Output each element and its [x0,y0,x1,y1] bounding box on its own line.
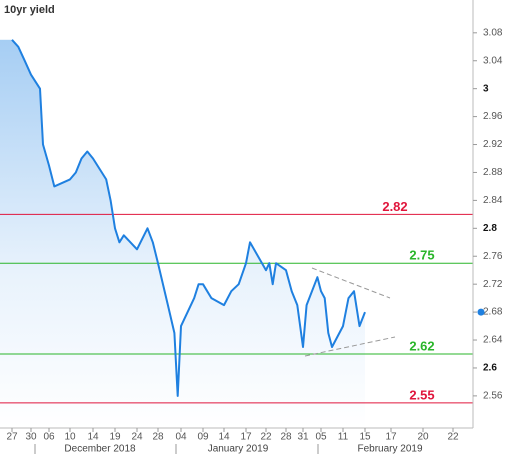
x-tick-label: 24 [131,432,143,443]
x-tick-label: 06 [43,432,55,443]
y-tick-label: 2.92 [483,139,503,150]
trend-line [304,336,396,357]
y-tick-label: 3.04 [483,55,503,66]
y-tick-label: 2.56 [483,391,503,402]
y-tick-label: 3.08 [483,27,503,38]
x-tick-label: 14 [218,432,230,443]
x-tick-label: 31 [297,432,309,443]
last-value-marker [477,308,485,316]
x-tick-label: 22 [447,432,459,443]
y-tick-label: 2.96 [483,111,503,122]
x-tick-label: 19 [109,432,121,443]
x-tick-label: 05 [315,432,327,443]
y-tick-label: 3 [483,83,489,94]
y-tick-label: 2.72 [483,279,503,290]
x-tick-label: 04 [175,432,187,443]
y-tick-label: 2.88 [483,167,503,178]
x-tick-label: 09 [197,432,209,443]
area-left [0,39,12,428]
chart-title: 10yr yield [4,4,55,16]
month-label: December 2018 [64,444,136,455]
levels-layer: 2.82 2.75 2.62 2.55 [0,199,473,404]
level-label: 2.62 [409,338,434,353]
x-tick-label: 10 [64,432,76,443]
x-tick-label: 28 [152,432,164,443]
level-label: 2.75 [409,248,434,263]
x-tick-label: 20 [417,432,429,443]
y-tick-label: 2.64 [483,335,503,346]
x-tick-label: 27 [6,432,18,443]
y-tick-label: 2.6 [483,363,497,374]
y-tick-label: 2.8 [483,223,497,234]
y-tick-label: 2.84 [483,195,503,206]
x-tick-label: 14 [87,432,99,443]
x-tick-label: 30 [25,432,37,443]
month-label: January 2019 [208,444,269,455]
line [11,39,366,397]
y-tick-label: 2.76 [483,251,503,262]
line-layer [11,39,366,397]
area-layer [0,39,365,429]
level-label: 2.55 [409,387,434,402]
x-tick-label: 11 [338,432,349,443]
x-tick-label: 17 [385,432,397,443]
y-tick-label: 2.68 [483,307,503,318]
x-tick-label: 22 [260,432,272,443]
level-label: 2.82 [382,199,407,214]
x-tick-label: 17 [240,432,252,443]
month-label: February 2019 [357,444,422,455]
x-tick-label: 15 [359,432,371,443]
area [12,39,365,429]
x-tick-label: 28 [280,432,292,443]
trend-line [311,267,391,299]
